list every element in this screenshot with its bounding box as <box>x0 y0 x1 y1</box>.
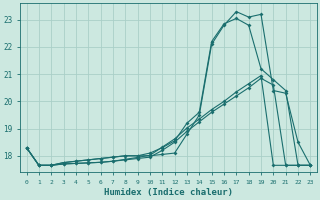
X-axis label: Humidex (Indice chaleur): Humidex (Indice chaleur) <box>104 188 233 197</box>
